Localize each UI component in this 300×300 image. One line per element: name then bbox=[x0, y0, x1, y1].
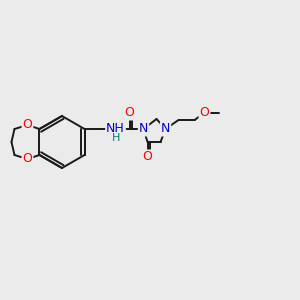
Text: N: N bbox=[161, 122, 170, 136]
Text: N: N bbox=[139, 122, 148, 136]
Text: O: O bbox=[22, 152, 32, 166]
Text: NH: NH bbox=[106, 122, 125, 136]
Text: O: O bbox=[22, 118, 32, 131]
Text: O: O bbox=[200, 106, 209, 119]
Text: H: H bbox=[112, 133, 121, 143]
Text: O: O bbox=[124, 106, 134, 119]
Text: O: O bbox=[142, 151, 152, 164]
